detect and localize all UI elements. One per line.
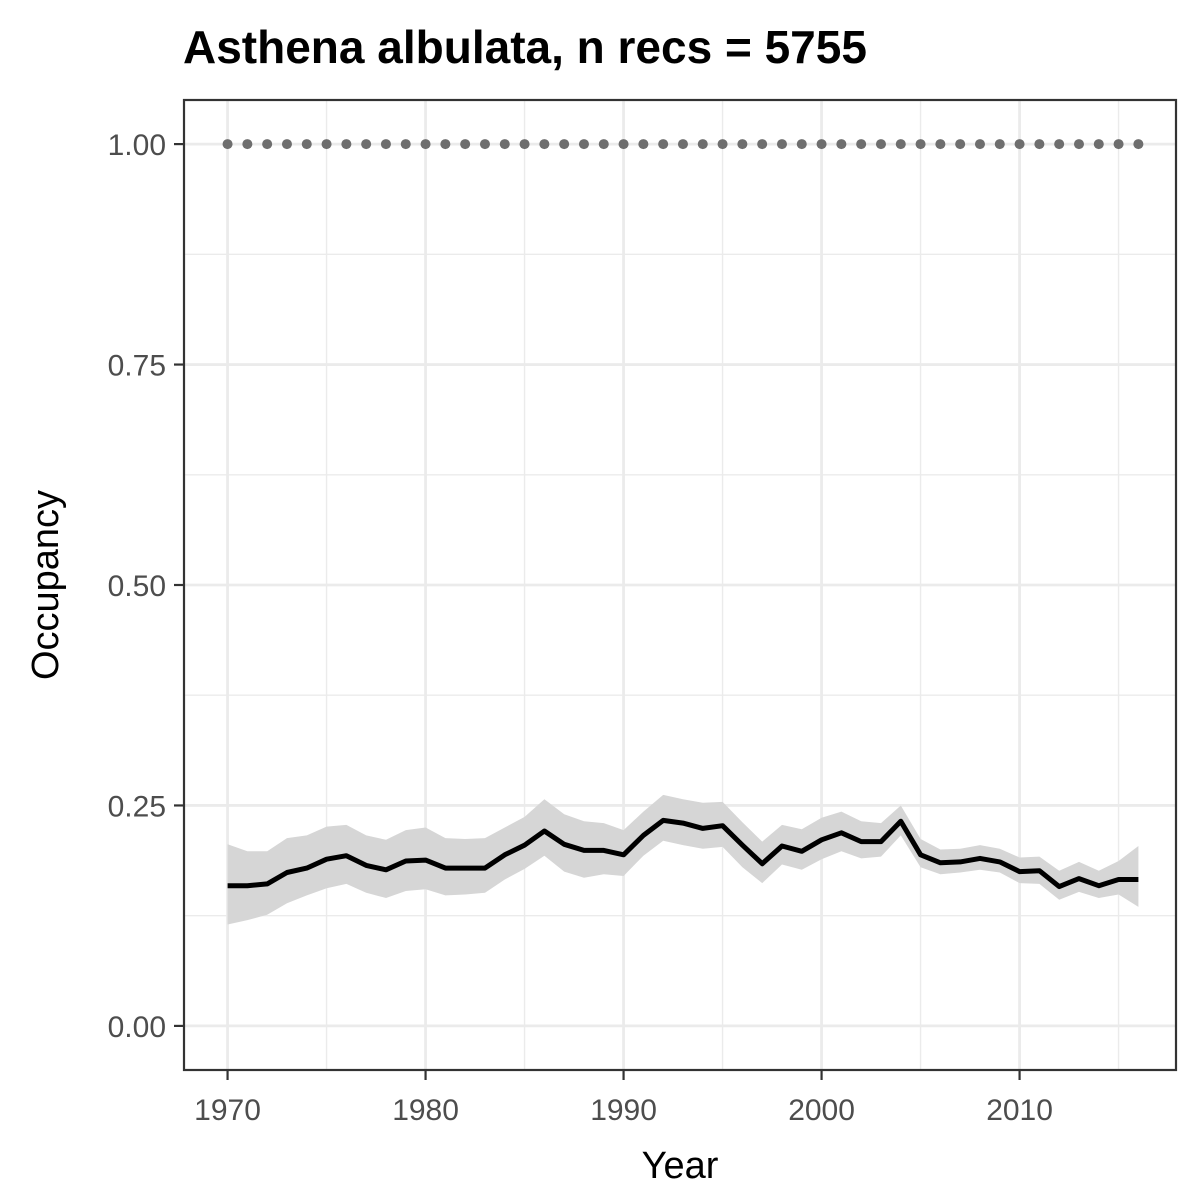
x-tick-label: 2010	[986, 1094, 1053, 1127]
y-axis-title: Occupancy	[25, 490, 67, 680]
y-tick-label: 0.50	[108, 570, 166, 603]
x-tick-label: 1990	[590, 1094, 657, 1127]
confidence-ribbon	[227, 794, 1139, 925]
upper-bound-dot	[757, 139, 768, 150]
upper-bound-dot	[875, 139, 886, 150]
upper-bound-dot	[677, 139, 688, 150]
occupancy-line-layer	[227, 817, 1139, 890]
upper-bound-dot	[836, 139, 847, 150]
y-tick-label: 1.00	[108, 129, 166, 162]
y-axis: 0.00 0.25 0.50 0.75 1.00	[108, 129, 184, 1044]
upper-bound-dots-layer	[222, 139, 1144, 150]
upper-bound-dot	[737, 139, 748, 150]
upper-bound-dot	[658, 139, 669, 150]
upper-bound-dot	[1014, 139, 1025, 150]
major-gridlines	[184, 100, 1176, 1070]
upper-bound-dot	[717, 139, 728, 150]
x-axis: 1970 1980 1990 2000 2010	[194, 1070, 1053, 1127]
upper-bound-dot	[578, 139, 589, 150]
upper-bound-dot	[974, 139, 985, 150]
upper-bound-dot	[321, 139, 332, 150]
upper-bound-dot	[420, 139, 431, 150]
upper-bound-dot	[776, 139, 787, 150]
upper-bound-dot	[559, 139, 570, 150]
upper-bound-dot	[242, 139, 253, 150]
upper-bound-dot	[519, 139, 530, 150]
upper-bound-dot	[638, 139, 649, 150]
x-axis-title: Year	[642, 1145, 719, 1187]
upper-bound-dot	[361, 139, 372, 150]
upper-bound-dot	[1133, 139, 1144, 150]
upper-bound-dot	[1093, 139, 1104, 150]
y-tick-label: 0.25	[108, 790, 166, 823]
y-tick-label: 0.75	[108, 350, 166, 383]
upper-bound-dot	[618, 139, 629, 150]
upper-bound-dot	[499, 139, 510, 150]
x-tick-label: 1970	[194, 1094, 261, 1127]
upper-bound-dot	[856, 139, 867, 150]
upper-bound-dot	[955, 139, 966, 150]
upper-bound-dot	[598, 139, 609, 150]
upper-bound-dot	[994, 139, 1005, 150]
upper-bound-dot	[281, 139, 292, 150]
upper-bound-dot	[1073, 139, 1084, 150]
upper-bound-dot	[262, 139, 273, 150]
upper-bound-dot	[1034, 139, 1045, 150]
upper-bound-dot	[440, 139, 451, 150]
y-tick-label: 0.00	[108, 1011, 166, 1044]
upper-bound-dot	[895, 139, 906, 150]
upper-bound-dot	[400, 139, 411, 150]
occupancy-line	[227, 817, 1139, 890]
upper-bound-dot	[380, 139, 391, 150]
confidence-ribbon-layer	[227, 794, 1139, 925]
upper-bound-dot	[460, 139, 471, 150]
x-tick-label: 1980	[392, 1094, 459, 1127]
upper-bound-dot	[222, 139, 233, 150]
upper-bound-dot	[341, 139, 352, 150]
upper-bound-dot	[479, 139, 490, 150]
upper-bound-dot	[796, 139, 807, 150]
upper-bound-dot	[1113, 139, 1124, 150]
upper-bound-dot	[935, 139, 946, 150]
upper-bound-dot	[915, 139, 926, 150]
upper-bound-dot	[697, 139, 708, 150]
upper-bound-dot	[816, 139, 827, 150]
upper-bound-dot	[539, 139, 550, 150]
x-tick-label: 2000	[788, 1094, 855, 1127]
upper-bound-dot	[301, 139, 312, 150]
chart-title: Asthena albulata, n recs = 5755	[183, 21, 867, 73]
upper-bound-dot	[1054, 139, 1065, 150]
